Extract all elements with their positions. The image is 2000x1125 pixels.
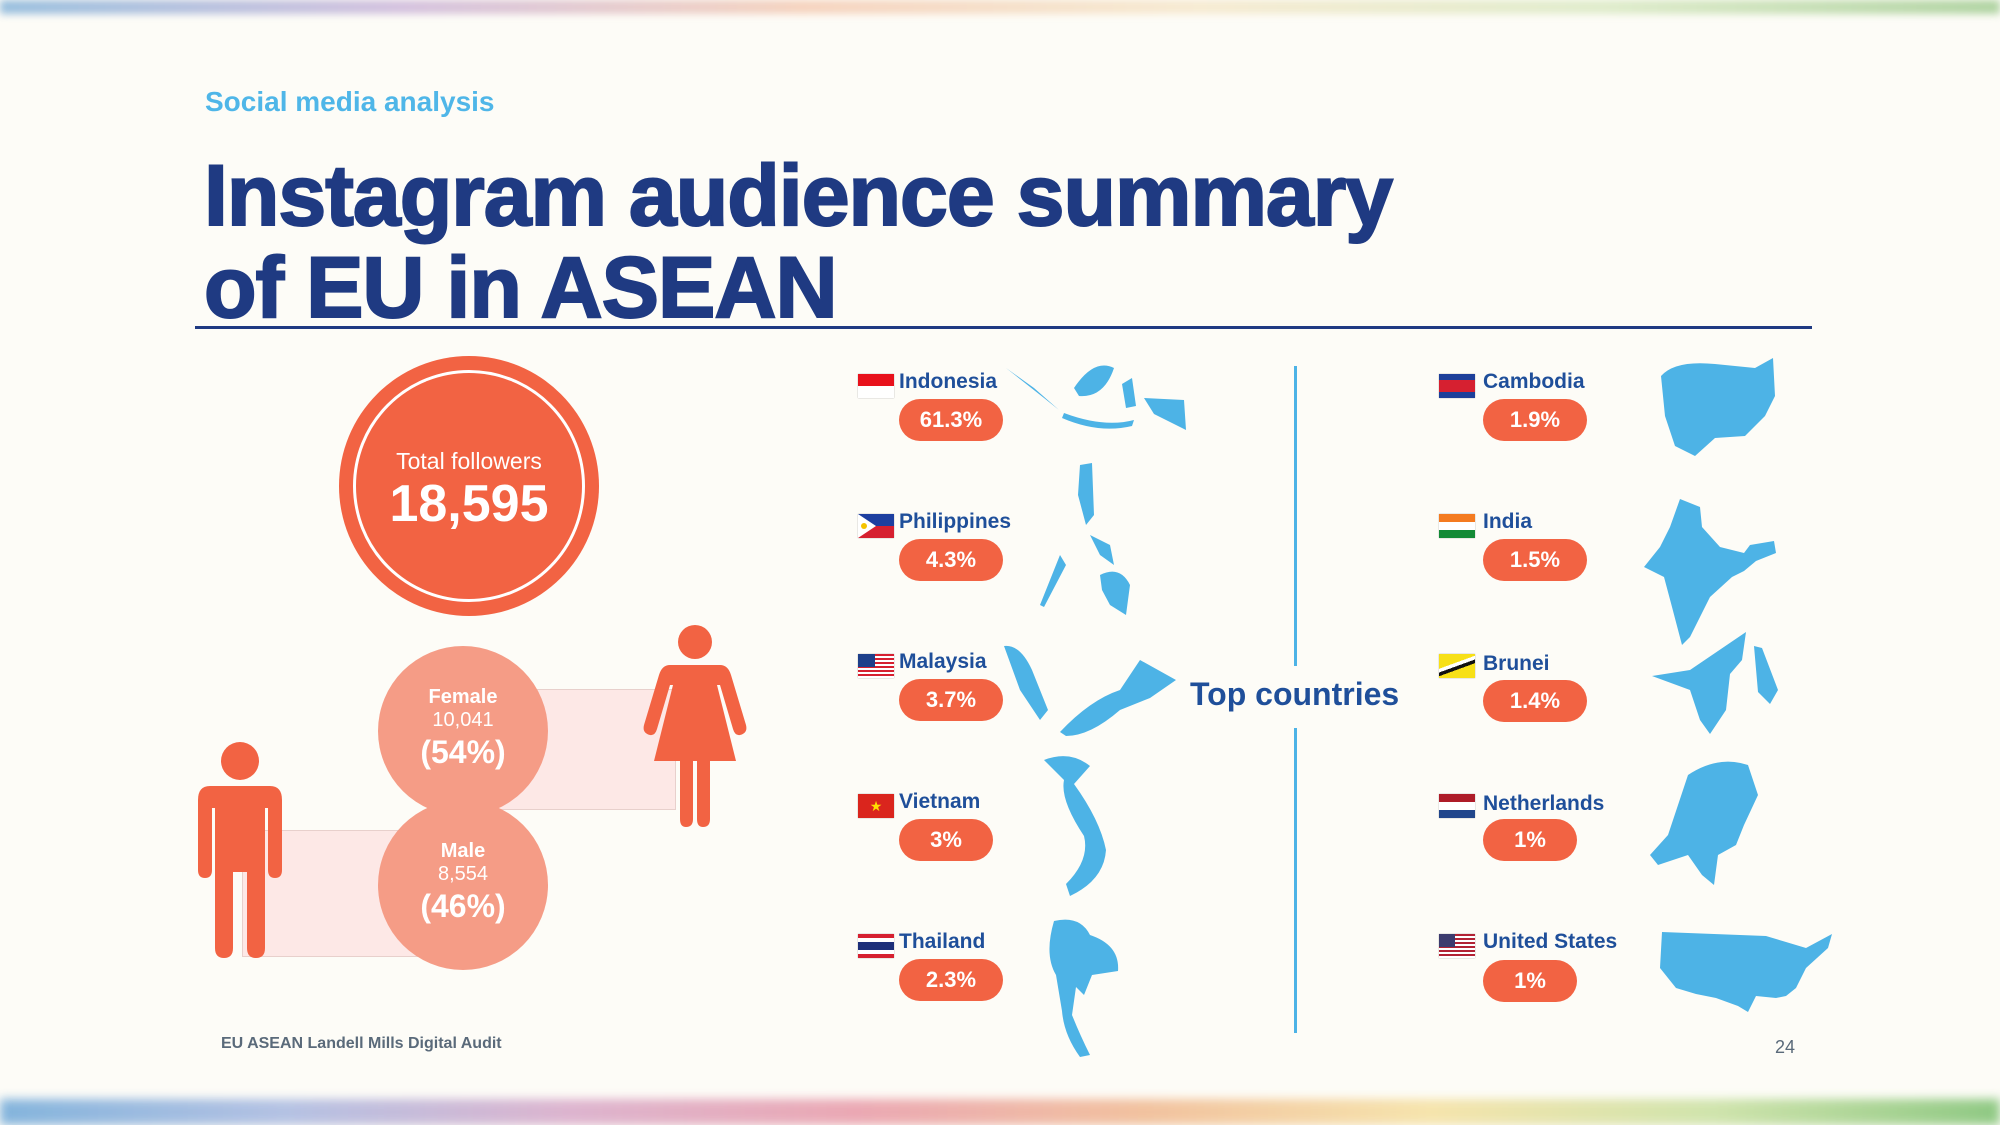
- country-name: Brunei: [1483, 652, 1550, 675]
- indonesia-map-icon: [1006, 365, 1186, 430]
- country-percent-badge: 1.9%: [1483, 399, 1587, 441]
- malaysia-flag-icon: [858, 654, 894, 678]
- country-name: Philippines: [899, 510, 1012, 533]
- brunei-flag-icon: [1439, 654, 1475, 678]
- top-decorative-bar: [0, 0, 2000, 14]
- country-percent-badge: 3%: [899, 819, 993, 861]
- country-percent-badge: 1.4%: [1483, 680, 1587, 722]
- country-percent-badge: 1.5%: [1483, 539, 1587, 581]
- country-name: Malaysia: [899, 650, 987, 673]
- country-name: Indonesia: [899, 370, 998, 393]
- page-title: Instagram audience summary of EU in ASEA…: [203, 148, 1394, 336]
- philippines-map-icon: [1040, 463, 1130, 615]
- male-count: 8,554: [437, 863, 489, 885]
- country-percent-badge: 3.7%: [899, 679, 1003, 721]
- title-line-1: Instagram audience summary: [203, 148, 1394, 244]
- column-divider-top: [1294, 366, 1297, 666]
- malaysia-map-icon: [1004, 645, 1176, 736]
- female-percent: (54%): [420, 734, 506, 770]
- india-map-icon: [1644, 499, 1776, 645]
- united-states-flag-icon: [1439, 934, 1475, 958]
- female-label: Female: [428, 686, 498, 708]
- country-name: Netherlands: [1483, 792, 1605, 815]
- male-label: Male: [440, 840, 486, 862]
- total-followers-value: 18,595: [389, 475, 549, 533]
- country-percent-badge: 2.3%: [899, 959, 1003, 1001]
- female-figure-icon: [643, 625, 747, 827]
- brunei-map-icon: [1652, 632, 1778, 734]
- netherlands-flag-icon: [1439, 794, 1475, 818]
- female-count: 10,041: [432, 709, 494, 731]
- section-label: Social media analysis: [205, 86, 495, 117]
- bottom-decorative-bar: [0, 1099, 2000, 1125]
- country-name: India: [1483, 510, 1533, 533]
- country-name: Vietnam: [899, 790, 981, 813]
- country-percent-badge: 1%: [1483, 819, 1577, 861]
- circle-ring: [353, 370, 585, 602]
- country-name: Cambodia: [1483, 370, 1585, 393]
- country-name: United States: [1483, 930, 1618, 953]
- country-name: Thailand: [899, 930, 986, 953]
- country-percent-badge: 1%: [1483, 960, 1577, 1002]
- page-number: 24: [1775, 1037, 1796, 1057]
- male-figure-icon: [198, 742, 282, 958]
- vietnam-flag-icon: ★: [858, 794, 894, 818]
- philippines-flag-icon: [858, 514, 894, 538]
- country-percent-badge: 61.3%: [899, 399, 1003, 441]
- netherlands-map-icon: [1650, 761, 1758, 885]
- united-states-map-icon: [1660, 932, 1832, 1012]
- cambodia-flag-icon: [1439, 374, 1475, 398]
- thailand-flag-icon: [858, 934, 894, 958]
- footer-source: EU ASEAN Landell Mills Digital Audit: [221, 1035, 502, 1052]
- title-divider: [195, 326, 1812, 329]
- top-countries-heading: Top countries: [1190, 676, 1400, 712]
- cambodia-map-icon: [1661, 358, 1775, 456]
- total-followers-label: Total followers: [396, 448, 542, 474]
- thailand-map-icon: [1049, 919, 1119, 1057]
- column-divider-bottom: [1294, 728, 1297, 1033]
- female-stat-circle: Female 10,041 (54%): [378, 646, 548, 816]
- total-followers-circle: Total followers 18,595: [339, 356, 599, 616]
- india-flag-icon: [1439, 514, 1475, 538]
- male-percent: (46%): [420, 888, 506, 924]
- indonesia-flag-icon: [858, 374, 894, 398]
- country-percent-badge: 4.3%: [899, 539, 1003, 581]
- vietnam-map-icon: [1044, 756, 1106, 896]
- title-line-2: of EU in ASEAN: [203, 240, 839, 336]
- male-stat-circle: Male 8,554 (46%): [378, 800, 548, 970]
